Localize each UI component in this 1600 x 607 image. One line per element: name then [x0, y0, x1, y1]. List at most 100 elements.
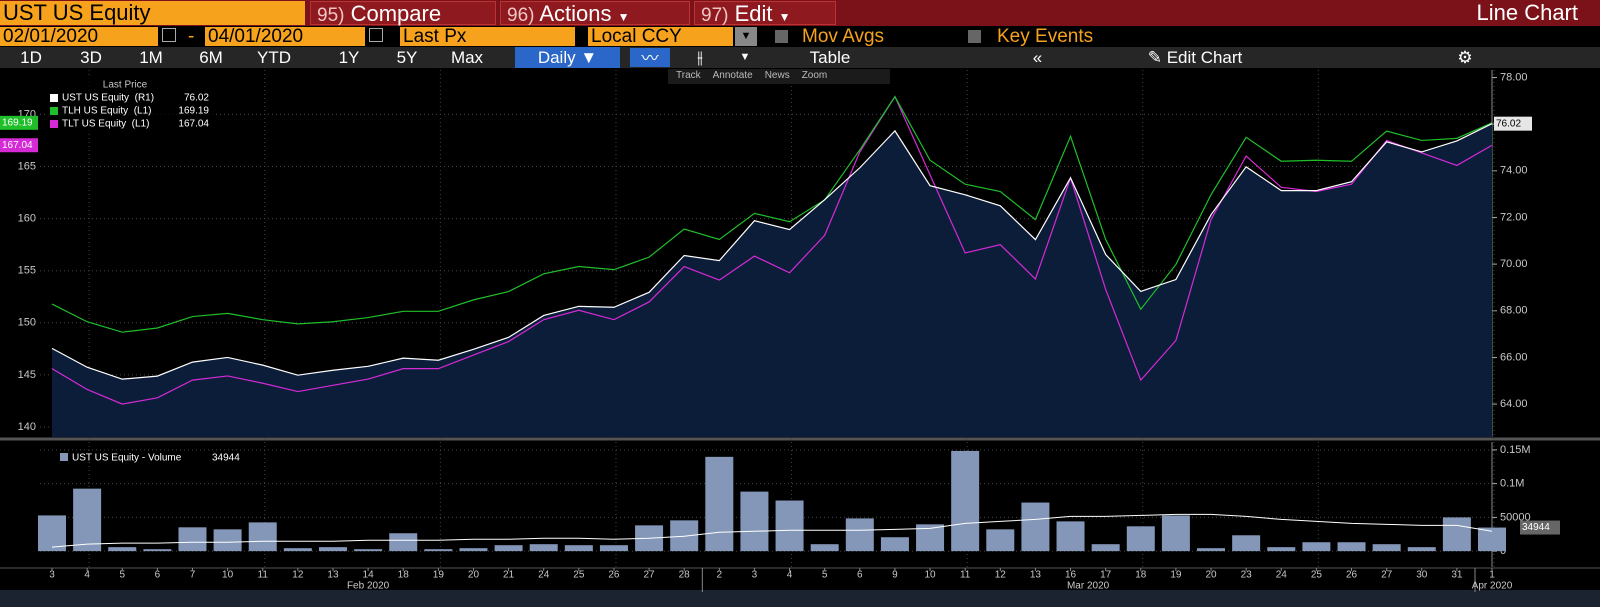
bar: [951, 450, 980, 552]
compare-label: Compare: [350, 1, 442, 26]
legend-swatch: [50, 94, 58, 102]
x-tick-label: 13: [1030, 570, 1042, 581]
security-field[interactable]: UST US Equity: [0, 1, 305, 25]
bar: [213, 529, 242, 552]
bar-icon[interactable]: ⫲: [697, 48, 703, 67]
compare-button[interactable]: 95) Compare: [310, 1, 496, 26]
value-tag: [0, 138, 38, 153]
period-button[interactable]: 1Y: [338, 48, 360, 67]
bar: [1302, 542, 1331, 552]
mov-avgs: Mov Avgs: [802, 26, 885, 47]
field-select[interactable]: Last Px: [400, 27, 575, 47]
bar: [1232, 535, 1261, 552]
frequency-label: Daily: [537, 48, 576, 67]
period-button[interactable]: 1M: [139, 48, 163, 67]
bar: [1442, 517, 1471, 552]
date-separator: -: [188, 26, 195, 47]
legend-label: TLT US Equity (L1): [62, 119, 149, 130]
x-group-label: Apr 2020: [1472, 581, 1513, 592]
value-tag-label: 169.19: [2, 117, 33, 128]
table-button[interactable]: Table: [809, 48, 851, 67]
legend-label: UST US Equity (R1): [62, 93, 154, 104]
x-tick-label: 20: [468, 570, 480, 581]
actions-button[interactable]: 96) Actions ▼: [500, 1, 690, 26]
frequency-button[interactable]: Daily ▼: [515, 47, 620, 68]
bar: [73, 488, 102, 552]
key-events: Key Events: [997, 26, 1094, 47]
compare-no: 95): [317, 5, 345, 26]
x-tick-label: 28: [679, 570, 691, 581]
bar: [880, 537, 909, 552]
line-icon[interactable]: 〰: [630, 48, 670, 68]
value-tag-label: 76.02: [1496, 118, 1521, 129]
bar: [1197, 548, 1226, 552]
dropdown-arrow[interactable]: ▼: [739, 51, 751, 63]
chart-tool[interactable]: Annotate: [712, 70, 753, 81]
bar: [1021, 502, 1050, 552]
date-bar: 02/01/2020 - 04/01/2020 Last Px Local CC…: [0, 26, 1600, 47]
value-tag: [1520, 520, 1560, 535]
period-bar: Daily ▼ 〰 ⫲ ▼ Table « ✎ Edit Chart ⚙ 1D 3…: [0, 47, 1600, 68]
x-tick-label: 21: [503, 570, 515, 581]
x-tick-label: 25: [573, 570, 585, 581]
bar: [283, 548, 312, 552]
legend-value: 76.02: [184, 93, 209, 104]
line: [51, 123, 1493, 380]
bar: [529, 544, 558, 552]
x-tick-label: 16: [1065, 570, 1077, 581]
bar: [1372, 544, 1401, 552]
y-tick-label: 0.1M: [1500, 478, 1524, 490]
dropdown-arrow[interactable]: ▼: [735, 27, 757, 46]
chart-tool[interactable]: News: [764, 70, 790, 81]
period-button[interactable]: 6M: [199, 48, 223, 67]
x-tick-label: 5: [822, 570, 828, 581]
bar: [740, 491, 769, 552]
line: [51, 95, 1493, 333]
x-tick-label: 19: [1170, 570, 1182, 581]
x-tick-label: 19: [433, 570, 445, 581]
x-tick-label: 26: [608, 570, 620, 581]
end-date[interactable]: 04/01/2020: [205, 27, 365, 47]
bar: [1161, 515, 1190, 552]
period-button[interactable]: 5Y: [396, 48, 418, 67]
status-strip: [0, 590, 1600, 607]
collapse-button[interactable]: «: [1032, 48, 1043, 67]
settings-button[interactable]: ⚙: [1457, 48, 1473, 67]
bar: [1267, 547, 1296, 552]
period-button[interactable]: YTD: [257, 48, 291, 67]
checkbox[interactable]: [775, 30, 788, 43]
x-tick-label: 27: [1381, 570, 1393, 581]
x-tick-label: 13: [327, 570, 339, 581]
x-tick-label: 24: [1276, 570, 1288, 581]
y-tick-label: 155: [18, 265, 36, 277]
period-button[interactable]: Max: [450, 48, 484, 67]
x-tick-label: 7: [190, 570, 196, 581]
x-tick-label: 14: [363, 570, 375, 581]
start-date[interactable]: 02/01/2020: [0, 27, 158, 47]
y-tick-label: 0.15M: [1500, 444, 1531, 456]
currency-select[interactable]: Local CCY: [588, 27, 733, 47]
legend-swatch: [60, 453, 68, 461]
x-tick-label: 27: [644, 570, 656, 581]
x-group-label: Feb 2020: [347, 581, 390, 592]
bar: [354, 549, 383, 552]
bar: [459, 548, 488, 552]
period-button[interactable]: 3D: [80, 48, 102, 67]
y-tick-label: 145: [18, 369, 36, 381]
dropdown-arrow: ▼: [617, 10, 630, 24]
chart-tool[interactable]: Zoom: [801, 70, 828, 81]
calendar-icon[interactable]: [369, 28, 383, 42]
chart-tools: Track Annotate News Zoom: [668, 69, 890, 84]
y-tick-label: 50000: [1500, 511, 1531, 523]
chart-tool[interactable]: Track: [676, 70, 701, 81]
edit-chart-label: Edit Chart: [1166, 48, 1243, 67]
period-button[interactable]: 1D: [20, 48, 42, 67]
edit-button[interactable]: 97) Edit ▼: [694, 1, 836, 26]
x-tick-label: 11: [960, 570, 971, 581]
calendar-icon[interactable]: [162, 28, 176, 42]
edit-chart-button[interactable]: ✎ Edit Chart: [1147, 48, 1243, 67]
checkbox[interactable]: [968, 30, 981, 43]
legend-box: [45, 77, 215, 132]
y-tick-label: 150: [18, 317, 36, 329]
